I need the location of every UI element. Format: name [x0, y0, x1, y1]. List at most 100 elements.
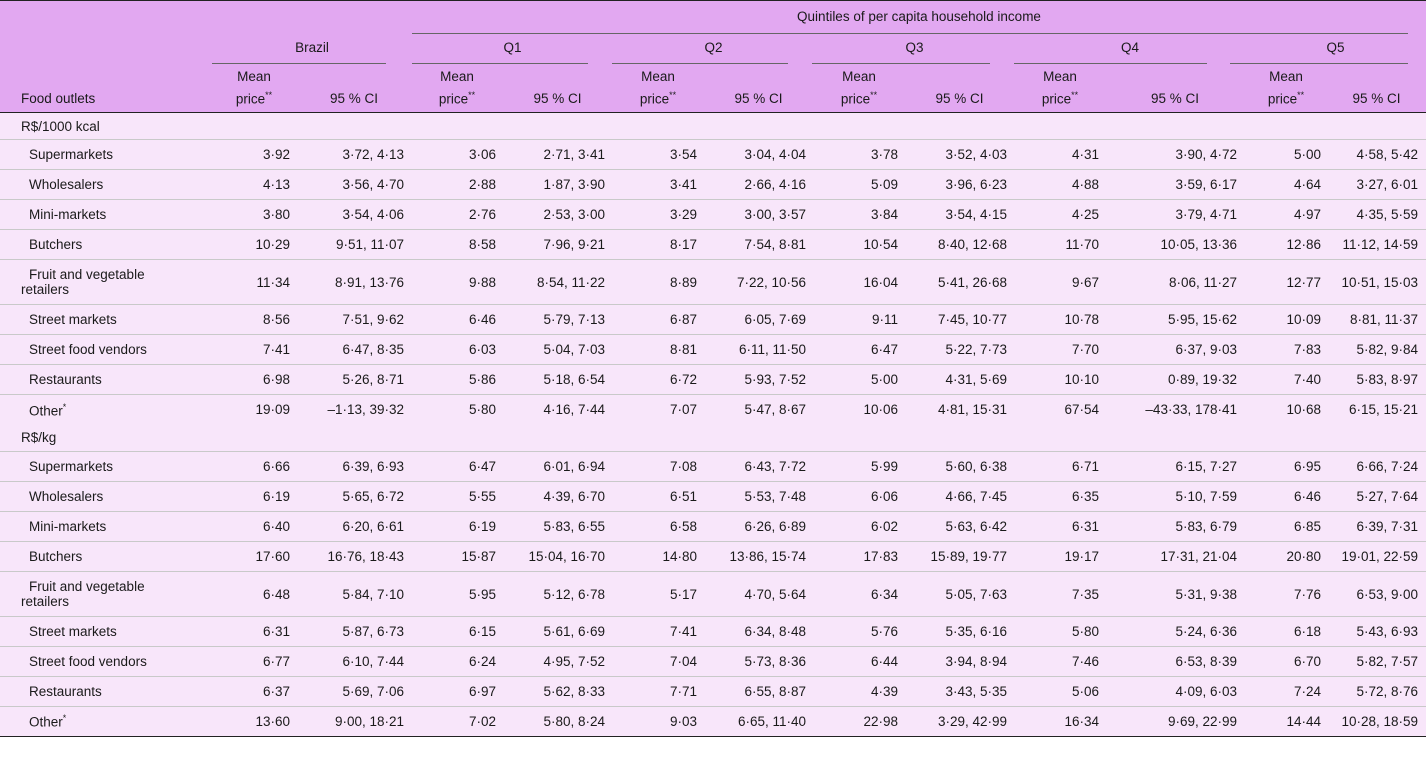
ci-cell: 0·89, 19·32 — [1167, 372, 1237, 387]
table-row: Mini-markets 3·80 3·54, 4·06 2·76 2·53, 3·00… — [0, 199, 1426, 230]
mean-price-cell: 17·83 — [863, 549, 898, 564]
ci-cell: 2·66, 4·16 — [744, 177, 806, 192]
mean-price-cell: 3·92 — [262, 147, 290, 162]
mean-price-cell: 5·09 — [870, 177, 898, 192]
table-row: Street markets 8·56 7·51, 9·62 6·46 5·79, 7·… — [0, 304, 1426, 335]
row-label: Restaurants — [29, 684, 102, 699]
mean-price-cell: 4·31 — [1071, 147, 1099, 162]
ci-cell: 13·86, 15·74 — [729, 549, 806, 564]
mean-price-cell: 12·77 — [1286, 274, 1321, 290]
mean-price-header: Mean price** — [1267, 68, 1305, 107]
ci-cell: 3·27, 6·01 — [1356, 177, 1418, 192]
mean-price-cell: 10·10 — [1064, 372, 1099, 387]
ci-header: 95 % CI — [329, 91, 379, 106]
mean-price-cell: 7·71 — [669, 684, 697, 699]
group-header-q2: Q2 — [704, 40, 723, 55]
ci-cell: 4·31, 5·69 — [945, 372, 1007, 387]
table-row: Restaurants 6·37 5·69, 7·06 6·97 5·62, 8·33 7… — [0, 676, 1426, 707]
ci-cell: 5·27, 7·64 — [1356, 489, 1418, 504]
mean-price-cell: 3·80 — [262, 207, 290, 222]
ci-cell: 6·10, 7·44 — [342, 654, 404, 669]
ci-cell: 5·69, 7·06 — [342, 684, 404, 699]
mean-price-cell: 6·95 — [1293, 459, 1321, 474]
row-label: Street food vendors — [29, 654, 147, 669]
section-row: R$/1000 kcal — [0, 112, 1426, 140]
mean-price-cell: 3·78 — [870, 147, 898, 162]
ci-cell: 5·72, 8·76 — [1356, 684, 1418, 699]
ci-cell: 1·87, 3·90 — [543, 177, 605, 192]
row-label: Mini-markets — [29, 207, 107, 222]
row-label: Butchers — [29, 237, 83, 252]
mean-price-cell: 6·85 — [1293, 519, 1321, 534]
ci-cell: 8·91, 13·76 — [334, 274, 404, 290]
ci-cell: 6·65, 11·40 — [737, 714, 806, 729]
table-row: Fruit and vegetable retailers 11·34 8·91, 1… — [0, 259, 1426, 305]
ci-cell: 15·04, 16·70 — [528, 549, 605, 564]
ci-cell: 5·87, 6·73 — [342, 624, 404, 639]
mean-price-cell: 19·09 — [255, 402, 290, 418]
mean-price-cell: 6·02 — [870, 519, 898, 534]
mean-price-cell: 4·39 — [870, 684, 898, 699]
ci-cell: 6·20, 6·61 — [342, 519, 404, 534]
ci-cell: 6·34, 8·48 — [744, 624, 806, 639]
ci-cell: 4·81, 15·31 — [937, 402, 1007, 418]
mean-price-cell: 3·54 — [669, 147, 697, 162]
mean-price-cell: 6·31 — [1071, 519, 1099, 534]
ci-cell: 5·04, 7·03 — [543, 342, 605, 357]
ci-cell: 5·41, 26·68 — [937, 274, 1007, 290]
mean-price-cell: 10·54 — [863, 237, 898, 252]
ci-cell: 6·53, 9·00 — [1356, 586, 1418, 602]
group-header-q4: Q4 — [1120, 40, 1139, 55]
mean-price-cell: 12·86 — [1286, 237, 1321, 252]
mean-price-cell: 6·70 — [1293, 654, 1321, 669]
mean-price-header: Mean price** — [235, 68, 273, 107]
ci-cell: 5·12, 6·78 — [543, 586, 605, 602]
table-row: Supermarkets 6·66 6·39, 6·93 6·47 6·01, 6·94… — [0, 451, 1426, 482]
mean-price-cell: 7·83 — [1293, 342, 1321, 357]
table-row: Mini-markets 6·40 6·20, 6·61 6·19 5·83, 6·55… — [0, 511, 1426, 542]
ci-cell: –43·33, 178·41 — [1145, 402, 1237, 418]
mean-price-cell: 2·76 — [468, 207, 496, 222]
ci-cell: 5·18, 6·54 — [543, 372, 605, 387]
row-label: Restaurants — [29, 372, 102, 387]
ci-cell: 3·00, 3·57 — [744, 207, 806, 222]
section-label: R$/kg — [21, 430, 57, 446]
table-row: Butchers 10·29 9·51, 11·07 8·58 7·96, 9·21 8·… — [0, 229, 1426, 260]
ci-cell: –1·13, 39·32 — [327, 402, 404, 418]
mean-price-cell: 20·80 — [1286, 549, 1321, 564]
ci-cell: 5·53, 7·48 — [744, 489, 806, 504]
mean-price-cell: 7·04 — [669, 654, 697, 669]
group-header-q3: Q3 — [905, 40, 924, 55]
mean-price-cell: 6·19 — [262, 489, 290, 504]
mean-price-cell: 6·46 — [1293, 489, 1321, 504]
mean-price-cell: 6·46 — [468, 312, 496, 327]
ci-cell: 5·31, 9·38 — [1175, 586, 1237, 602]
mean-price-cell: 7·41 — [262, 342, 290, 357]
mean-price-cell: 6·51 — [669, 489, 697, 504]
mean-price-cell: 5·86 — [468, 372, 496, 387]
mean-price-cell: 5·95 — [468, 586, 496, 602]
ci-cell: 17·31, 21·04 — [1160, 549, 1237, 564]
ci-cell: 5·73, 8·36 — [744, 654, 806, 669]
mean-price-cell: 8·58 — [468, 237, 496, 252]
ci-cell: 5·83, 8·97 — [1356, 372, 1418, 387]
mean-price-cell: 6·97 — [468, 684, 496, 699]
mean-price-cell: 6·72 — [669, 372, 697, 387]
mean-price-cell: 10·29 — [255, 237, 290, 252]
ci-cell: 6·37, 9·03 — [1175, 342, 1237, 357]
ci-cell: 4·09, 6·03 — [1175, 684, 1237, 699]
mean-price-cell: 3·84 — [870, 207, 898, 222]
table-row: Street food vendors 6·77 6·10, 7·44 6·24 4·9… — [0, 646, 1426, 677]
mean-price-cell: 6·87 — [669, 312, 697, 327]
ci-cell: 5·60, 6·38 — [945, 459, 1007, 474]
mean-price-cell: 10·68 — [1286, 402, 1321, 418]
table-body: R$/1000 kcal Supermarkets 3·92 3·72, 4·13 3·… — [0, 112, 1426, 737]
mean-price-cell: 5·80 — [468, 402, 496, 418]
ci-cell: 4·95, 7·52 — [543, 654, 605, 669]
row-label: Street food vendors — [29, 342, 147, 357]
mean-price-cell: 4·13 — [262, 177, 290, 192]
mean-price-cell: 4·25 — [1071, 207, 1099, 222]
mean-price-cell: 4·88 — [1071, 177, 1099, 192]
mean-price-cell: 4·97 — [1293, 207, 1321, 222]
mean-price-cell: 15·87 — [461, 549, 496, 564]
